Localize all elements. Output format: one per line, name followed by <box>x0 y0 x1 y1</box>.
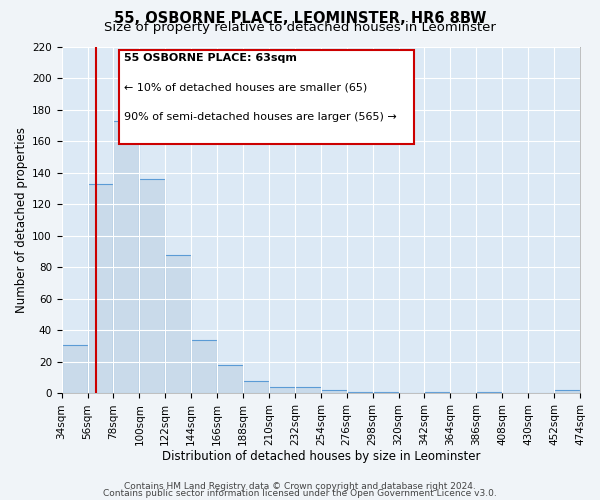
Bar <box>88 184 113 394</box>
Bar <box>269 387 295 394</box>
Text: Contains public sector information licensed under the Open Government Licence v3: Contains public sector information licen… <box>103 489 497 498</box>
Text: 90% of semi-detached houses are larger (565) →: 90% of semi-detached houses are larger (… <box>124 112 397 122</box>
Text: Size of property relative to detached houses in Leominster: Size of property relative to detached ho… <box>104 21 496 34</box>
Bar <box>191 340 217 394</box>
Bar <box>321 390 347 394</box>
Bar <box>347 392 373 394</box>
Y-axis label: Number of detached properties: Number of detached properties <box>15 127 28 313</box>
X-axis label: Distribution of detached houses by size in Leominster: Distribution of detached houses by size … <box>161 450 480 462</box>
Text: 55 OSBORNE PLACE: 63sqm: 55 OSBORNE PLACE: 63sqm <box>124 54 297 64</box>
Text: Contains HM Land Registry data © Crown copyright and database right 2024.: Contains HM Land Registry data © Crown c… <box>124 482 476 491</box>
Bar <box>113 120 139 394</box>
Bar <box>373 392 398 394</box>
Bar <box>217 365 243 394</box>
Bar <box>243 381 269 394</box>
Bar <box>139 179 166 394</box>
Bar <box>166 254 191 394</box>
Bar <box>295 387 321 394</box>
Bar <box>119 50 414 144</box>
Bar <box>62 344 88 394</box>
Bar <box>476 392 502 394</box>
Text: ← 10% of detached houses are smaller (65): ← 10% of detached houses are smaller (65… <box>124 83 367 93</box>
Bar <box>554 390 580 394</box>
Text: 55, OSBORNE PLACE, LEOMINSTER, HR6 8BW: 55, OSBORNE PLACE, LEOMINSTER, HR6 8BW <box>114 11 486 26</box>
Bar <box>424 392 451 394</box>
